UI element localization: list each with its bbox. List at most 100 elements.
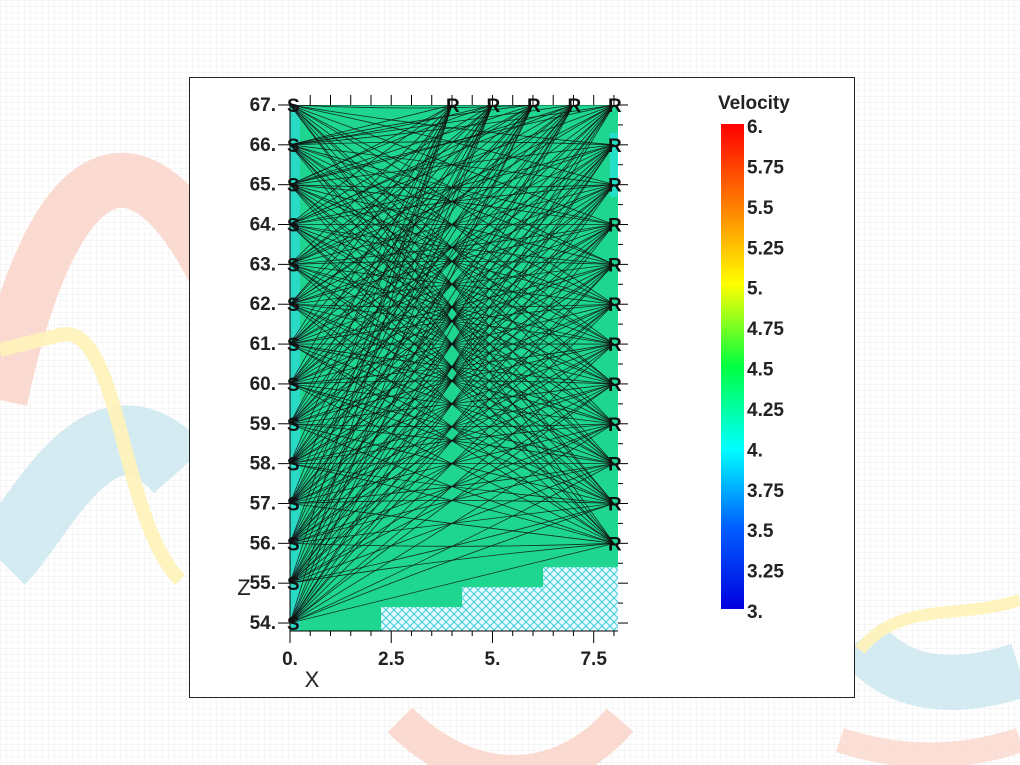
ray-path <box>290 264 615 624</box>
ray-path <box>290 104 493 186</box>
ray-path <box>290 104 574 544</box>
source-marker: S <box>287 335 300 356</box>
ray-path <box>290 104 453 504</box>
ray-path <box>290 104 534 624</box>
colorbar-tick-label: 5. <box>747 279 763 300</box>
source-marker: S <box>287 136 300 157</box>
receiver-marker: R <box>608 415 622 436</box>
ray-path <box>290 104 615 544</box>
colorbar-tick-label: 3.5 <box>747 521 774 542</box>
receiver-marker: R <box>446 96 460 117</box>
receiver-marker: R <box>567 96 581 117</box>
ray-path <box>290 104 453 544</box>
ray-path <box>290 104 574 385</box>
ray-path <box>290 104 615 385</box>
receiver-marker: R <box>608 295 622 316</box>
ray-path <box>290 104 453 464</box>
source-marker: S <box>287 255 300 276</box>
colorbar-tick-label: 4.5 <box>747 360 774 381</box>
ray-path <box>290 104 493 424</box>
receiver-marker: R <box>486 96 500 117</box>
ray-path <box>290 104 493 624</box>
no-coverage-step <box>543 567 618 631</box>
ray-path <box>290 104 574 624</box>
y-tick-label: 56. <box>250 533 276 554</box>
y-tick-label: 64. <box>250 215 276 236</box>
y-tick-label: 63. <box>250 254 276 275</box>
source-marker: S <box>287 176 300 197</box>
ray-path <box>290 104 453 225</box>
colorbar: Velocity 6. 5.75 5.5 5.25 5. 4.75 4.5 4.25 4. 3.75… <box>718 93 790 623</box>
source-marker: S <box>287 216 300 237</box>
axes: 54. 55. 56. 57. 58. 59. 60. 61. 62. 63. 64. 65. 66. 6… <box>237 94 628 692</box>
ray-path <box>290 104 493 504</box>
receiver-marker: R <box>608 335 622 356</box>
receiver-marker: R <box>608 455 622 476</box>
ray-path <box>290 184 615 624</box>
ray-path <box>290 104 453 385</box>
ray-path <box>290 104 453 424</box>
no-coverage-step <box>462 587 544 631</box>
ray-path <box>290 104 534 504</box>
ray-path <box>290 104 534 425</box>
y-tick-label: 54. <box>250 613 276 634</box>
colorbar-tick-label: 5.75 <box>747 157 784 178</box>
y-tick-label: 62. <box>250 294 276 315</box>
y-tick-label: 67. <box>250 95 276 116</box>
x-tick-label: 2.5 <box>378 649 405 670</box>
ray-path <box>290 104 534 464</box>
ray-path <box>290 503 615 624</box>
ray-path <box>290 423 615 624</box>
ray-path <box>290 104 615 186</box>
ray-path <box>290 104 534 146</box>
ray-path <box>290 144 615 624</box>
ray-path <box>290 104 493 305</box>
ray-path <box>290 104 534 584</box>
x-tick-label: 7.5 <box>580 649 607 670</box>
ray-path <box>290 104 615 624</box>
source-marker: S <box>287 415 300 436</box>
ray-path <box>290 104 574 265</box>
x-axis-label: X <box>305 667 320 692</box>
ray-path <box>290 104 453 146</box>
ray-path <box>290 104 615 425</box>
ray-path <box>290 104 533 109</box>
ray-path <box>290 104 534 345</box>
colorbar-tick-label: 6. <box>747 117 763 138</box>
x-tick-label: 0. <box>282 649 298 670</box>
ray-path <box>290 104 574 584</box>
no-coverage-step <box>381 607 463 631</box>
ray-path <box>290 104 453 265</box>
colorbar-tick-label: 3.25 <box>747 562 784 583</box>
ray-path <box>290 104 453 624</box>
plot-frame: 54. 55. 56. 57. 58. 59. 60. 61. 62. 63. 64. 65. 66. 6… <box>189 77 855 698</box>
ray-path <box>290 104 615 464</box>
ray-path <box>290 104 453 584</box>
colorbar-tick-label: 4. <box>747 440 763 461</box>
ray-path <box>290 104 574 464</box>
ray-path <box>290 104 493 345</box>
ray-path <box>290 104 493 265</box>
receiver-marker: R <box>608 176 622 197</box>
source-marker: S <box>287 96 300 117</box>
ray-path <box>290 104 615 146</box>
receiver-marker: R <box>608 136 622 157</box>
receiver-marker: R <box>527 96 541 117</box>
source-marker: S <box>287 295 300 316</box>
source-marker: S <box>287 494 300 515</box>
colorbar-title: Velocity <box>718 93 790 114</box>
source-marker: S <box>287 614 300 635</box>
colorbar-scale <box>721 124 744 609</box>
ray-path <box>290 542 615 624</box>
ray-path <box>290 104 493 464</box>
receiver-marker: R <box>608 494 622 515</box>
colorbar-tick-label: 5.5 <box>747 198 774 219</box>
ray-path <box>290 104 615 225</box>
ray-path <box>290 463 615 624</box>
no-coverage-region <box>381 567 618 631</box>
velocity-right-edge <box>609 132 618 197</box>
ray-path <box>290 383 615 624</box>
ray-path <box>290 104 534 385</box>
receiver-marker: R <box>608 96 622 117</box>
